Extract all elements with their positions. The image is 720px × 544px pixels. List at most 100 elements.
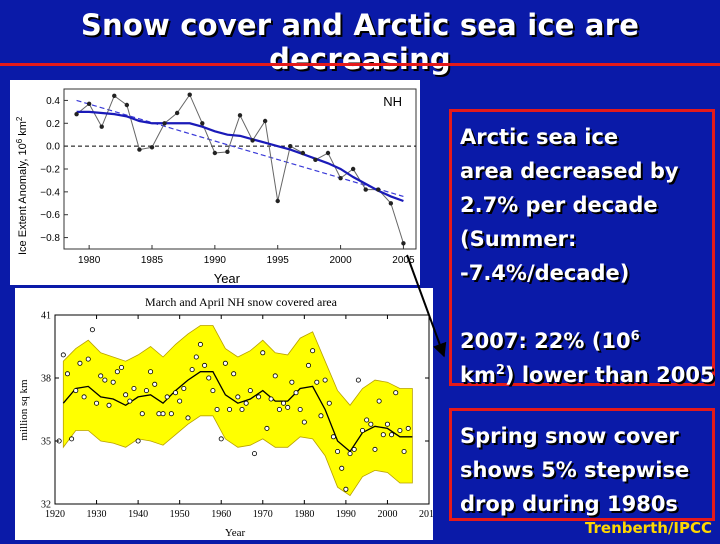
x-tick-label: 2000: [329, 255, 352, 266]
annual-point: [388, 201, 394, 206]
x-tick-label: 1970: [253, 509, 273, 520]
annual-point: [250, 138, 255, 143]
plot-frame: [63, 88, 417, 250]
annual-point: [389, 432, 395, 438]
annual-point: [112, 93, 117, 99]
annual-point: [225, 149, 230, 155]
annual-point: [210, 388, 216, 394]
x-tick-label: 1985: [141, 255, 164, 266]
annual-point: [376, 398, 382, 404]
annual-point: [160, 411, 166, 417]
annual-point: [397, 427, 403, 433]
annual-point: [187, 92, 192, 97]
y-tick-label: 0.0: [46, 142, 60, 153]
annual-point: [360, 427, 366, 433]
annual-point: [310, 348, 316, 354]
annual-point: [318, 413, 324, 419]
annual-point: [106, 402, 112, 408]
x-axis-label: Year: [214, 271, 241, 285]
annual-point: [99, 124, 104, 129]
annual-point: [149, 145, 155, 150]
annual-point: [384, 421, 390, 427]
snow-line-2: shows 5% stepwise: [460, 458, 690, 482]
annual-point: [64, 371, 70, 377]
annual-point: [326, 400, 332, 406]
x-tick-label: 1950: [170, 509, 190, 520]
annual-point: [189, 367, 195, 373]
y-tick-label: −0.6: [40, 210, 60, 221]
annual-point: [77, 360, 83, 366]
annual-point: [351, 446, 357, 452]
annual-point: [139, 411, 145, 417]
sea-ice-marks: 0.4 0.2 0.0 −0.2 −0.4 −0.6 −0.8 1980 1985 1990 199…: [40, 92, 416, 266]
credit-label: Trenberth/IPCC: [584, 519, 712, 537]
snow-cover-chart-panel: March and April NH snow covered area 192…: [15, 288, 439, 540]
annual-point: [143, 388, 149, 394]
sea-ice-line-6: 2007: 22% (106: [460, 329, 640, 353]
y-tick-label: −0.4: [40, 187, 60, 198]
annual-point: [181, 386, 187, 392]
annual-point: [60, 352, 66, 358]
panel-label: NH: [383, 94, 402, 109]
annual-point: [256, 394, 262, 400]
y-axis-label: Ice Extent Anomaly, 106 km2: [15, 116, 29, 255]
plot-frame: [54, 314, 430, 505]
annual-point: [338, 175, 343, 181]
annual-point: [393, 390, 399, 396]
sea-ice-chart: 0.4 0.2 0.0 −0.2 −0.4 −0.6 −0.8 1980 1985 1990 199…: [15, 88, 417, 286]
x-tick-label: 1940: [128, 509, 148, 520]
annual-point: [174, 110, 180, 116]
uncertainty-band: [62, 325, 413, 497]
annual-point: [73, 388, 79, 394]
annual-point: [127, 398, 133, 404]
annual-point: [313, 157, 318, 163]
annual-point: [193, 354, 199, 360]
annual-point: [152, 381, 158, 387]
annual-point: [118, 365, 124, 371]
annual-point: [293, 390, 299, 396]
annual-point: [200, 121, 205, 126]
annual-point: [218, 436, 224, 442]
annual-point: [300, 150, 306, 156]
annual-point: [380, 432, 386, 438]
y-tick-label: 0.4: [46, 96, 60, 107]
annual-point: [281, 400, 287, 406]
annual-point: [264, 425, 270, 431]
annual-point: [322, 377, 328, 383]
sea-ice-line-2: area decreased by: [460, 159, 679, 183]
annual-point: [74, 111, 79, 117]
annual-point: [297, 407, 303, 413]
annual-point: [102, 377, 108, 383]
annual-point: [156, 411, 162, 417]
x-tick-label: 1990: [336, 509, 356, 520]
annual-point: [339, 465, 345, 471]
snow-line-1: Spring snow cover: [460, 424, 679, 448]
annual-point: [335, 448, 341, 454]
sea-ice-line-1: Arctic sea ice: [460, 125, 619, 149]
annual-point: [288, 143, 293, 149]
annual-point: [401, 448, 407, 454]
annual-point: [197, 341, 203, 347]
annual-point: [81, 394, 87, 400]
annual-point: [363, 187, 368, 192]
snow-cover-marks: 1920 1930 1940 1950 1960 1970 1980 1990 2000 2010…: [41, 311, 439, 521]
sea-ice-line-7: km2) lower than 2005: [460, 363, 715, 387]
annual-point: [94, 400, 100, 406]
annual-point: [355, 377, 361, 383]
annual-point: [368, 421, 374, 427]
x-axis-label: Year: [225, 527, 246, 539]
trend-line: [76, 99, 404, 198]
slide-title: Snow cover and Arctic sea ice are decrea…: [80, 8, 640, 76]
sea-ice-spacer: [460, 290, 712, 324]
annual-point: [330, 434, 336, 440]
annual-point: [86, 101, 92, 107]
x-tick-label: 2005: [392, 255, 415, 266]
annual-point: [325, 150, 331, 156]
annual-point: [227, 407, 233, 413]
annual-point: [185, 415, 191, 421]
sea-ice-line-3: 2.7% per decade: [460, 193, 658, 217]
title-divider: [0, 63, 720, 66]
annual-point: [202, 362, 208, 368]
annual-point: [237, 113, 243, 118]
annual-point: [247, 388, 253, 394]
